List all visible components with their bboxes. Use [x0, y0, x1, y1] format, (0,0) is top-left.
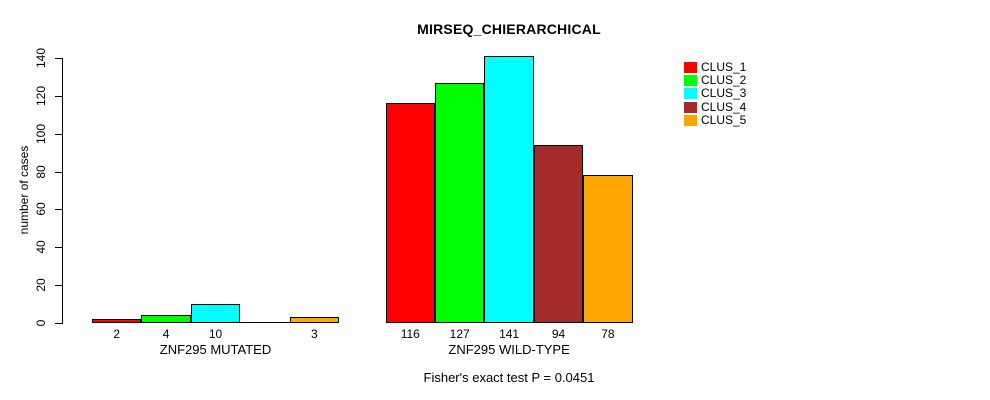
legend-swatch-clus_3 [684, 88, 697, 100]
bar-value-label: 116 [400, 327, 420, 341]
bar-value-label: 141 [499, 327, 520, 341]
bar-clus_4 [533, 145, 584, 323]
legend-swatch-clus_4 [684, 101, 697, 113]
y-tick-label: 40 [34, 240, 48, 254]
y-axis-tick [55, 58, 62, 59]
y-axis-line [62, 58, 63, 324]
y-tick-label: 0 [34, 319, 48, 327]
y-tick-label: 20 [34, 278, 48, 292]
legend-swatch-clus_2 [684, 75, 697, 87]
legend-label-clus_1: CLUS_1 [701, 60, 747, 74]
bar-value-label: 10 [208, 327, 223, 341]
legend-swatch-clus_5 [684, 114, 697, 126]
bar-clus_3 [484, 56, 534, 323]
y-axis-tick [55, 247, 62, 249]
bar-clus_3 [190, 304, 241, 323]
chart-title: MIRSEQ_CHIERARCHICAL [417, 21, 601, 37]
y-tick-label: 80 [34, 164, 48, 179]
bar-value-label: 2 [113, 327, 121, 341]
group-label-wild-type: ZNF295 WILD-TYPE [448, 342, 570, 357]
y-tick-label: 140 [34, 47, 48, 69]
legend-swatch-clus_1 [684, 62, 697, 73]
bar-value-label: 94 [551, 327, 566, 341]
bar-clus_1 [385, 103, 435, 323]
bar-clus_5 [289, 317, 339, 323]
bar-value-label: 127 [449, 327, 470, 341]
bar-clus_4-zero [240, 322, 290, 323]
bar-value-label: 4 [162, 327, 170, 341]
bar-value-label: 78 [601, 327, 615, 341]
legend-label-clus_3: CLUS_3 [701, 86, 747, 101]
bar-clus_1 [92, 319, 142, 323]
bar-clus_5 [583, 175, 633, 323]
legend-label-clus_2: CLUS_2 [701, 73, 747, 88]
y-tick-label: 60 [34, 202, 48, 217]
legend-label-clus_4: CLUS_4 [701, 99, 747, 114]
y-axis-tick [55, 133, 62, 135]
y-tick-label: 100 [34, 123, 48, 144]
bar-clus_2 [141, 315, 191, 323]
bar-value-label: 3 [310, 327, 318, 341]
y-axis-tick [55, 171, 62, 173]
legend-label-clus_5: CLUS_5 [701, 112, 747, 127]
bar-clus_2 [435, 82, 485, 323]
y-axis-tick [55, 323, 62, 324]
y-tick-label: 120 [34, 85, 48, 106]
y-axis-tick [55, 209, 62, 211]
y-axis-tick [55, 285, 62, 287]
y-axis-tick [55, 95, 62, 97]
fisher-test-note: Fisher's exact test P = 0.0451 [423, 370, 595, 385]
group-label-mutated: ZNF295 MUTATED [159, 342, 272, 357]
